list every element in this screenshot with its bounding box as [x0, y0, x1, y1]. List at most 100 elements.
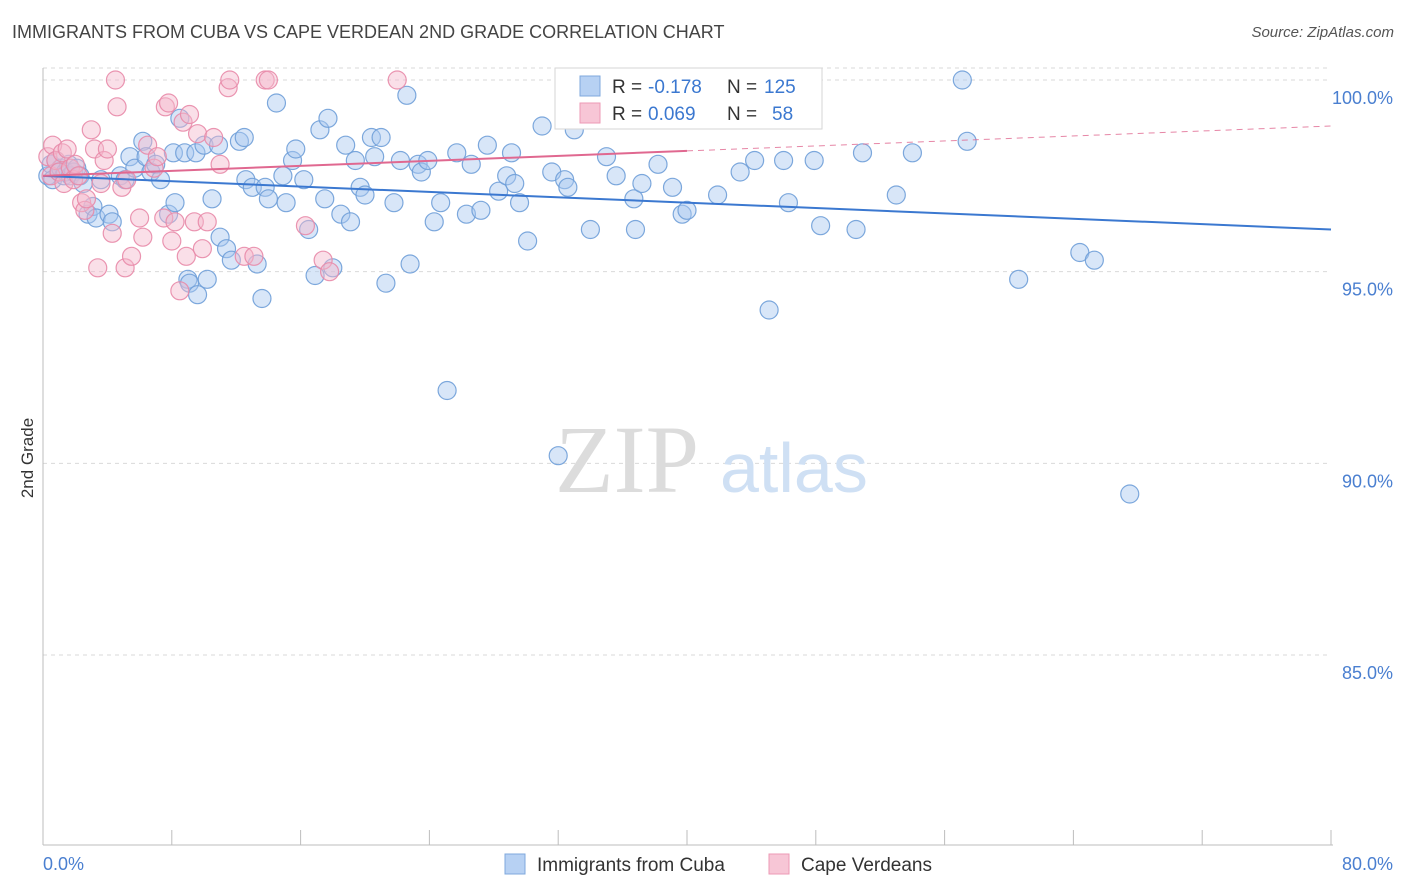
- point-cuba: [730, 162, 750, 182]
- legend-label-cuba: Immigrants from Cuba: [537, 855, 725, 876]
- point-cuba: [365, 147, 385, 167]
- point-cuba: [501, 143, 522, 163]
- point-cape: [204, 127, 224, 148]
- trend-line-cape-extension: [686, 125, 1332, 152]
- trend-layer: [42, 125, 1332, 231]
- point-cuba: [120, 147, 140, 167]
- point-cuba: [408, 154, 428, 174]
- point-cuba: [1120, 484, 1140, 504]
- point-cuba: [952, 70, 972, 90]
- series-cape-points: [38, 70, 407, 301]
- point-cape: [94, 150, 114, 171]
- point-cuba: [411, 162, 431, 182]
- point-cape: [81, 120, 101, 140]
- point-cape: [220, 70, 240, 90]
- point-cuba: [555, 170, 575, 190]
- point-cuba: [548, 446, 568, 466]
- point-cuba: [282, 150, 303, 171]
- point-cuba: [234, 127, 254, 148]
- stats-cuba-n-value: 125: [764, 77, 796, 98]
- point-cuba: [294, 170, 314, 190]
- point-cuba: [456, 204, 477, 224]
- point-cuba: [624, 189, 644, 209]
- y-tick-label: 95.0%: [1342, 280, 1393, 300]
- point-cape: [43, 135, 63, 155]
- point-cuba: [886, 185, 906, 205]
- chart-title: IMMIGRANTS FROM CUBA VS CAPE VERDEAN 2ND…: [12, 22, 725, 42]
- point-cape: [319, 262, 340, 282]
- chart-source: Source: ZipAtlas.com: [1251, 24, 1394, 41]
- point-cape: [313, 250, 333, 270]
- point-cuba: [165, 193, 185, 213]
- point-cape: [244, 246, 264, 266]
- watermark-atlas: atlas: [720, 429, 868, 507]
- point-cuba: [197, 269, 217, 289]
- point-cuba: [509, 193, 530, 213]
- point-cuba: [273, 166, 293, 186]
- point-cuba: [361, 127, 382, 148]
- point-cuba: [505, 173, 525, 194]
- point-cuba: [210, 227, 230, 247]
- point-cuba: [371, 127, 391, 148]
- point-cuba: [340, 212, 361, 232]
- point-cuba: [266, 93, 287, 113]
- point-cuba: [336, 135, 356, 155]
- point-cuba: [315, 189, 335, 209]
- point-cape: [121, 246, 142, 266]
- point-cuba: [745, 150, 765, 171]
- point-cape: [387, 70, 407, 90]
- x-tick-label: 80.0%: [1342, 854, 1393, 874]
- point-cuba: [804, 150, 824, 171]
- point-cape: [165, 212, 185, 232]
- y-tick-label: 100.0%: [1332, 88, 1393, 108]
- y-tick-label: 90.0%: [1342, 471, 1393, 491]
- point-cuba: [662, 177, 683, 197]
- point-cuba: [518, 231, 538, 251]
- point-cuba: [397, 85, 417, 105]
- point-cape: [107, 97, 127, 117]
- point-cuba: [957, 131, 977, 151]
- point-cape: [102, 223, 122, 243]
- point-cuba: [286, 139, 306, 159]
- point-cuba: [497, 166, 517, 186]
- stats-box: R = -0.178 N = 125 R = 0.069 N = 58: [554, 67, 823, 130]
- point-cuba: [390, 150, 411, 171]
- stats-cape-n-value: 58: [772, 104, 793, 125]
- point-cape: [115, 258, 135, 278]
- legend-label-cape: Cape Verdeans: [801, 855, 932, 876]
- point-cape: [234, 246, 254, 266]
- stats-swatch-cape: [579, 102, 601, 124]
- point-cuba: [632, 173, 652, 194]
- point-cuba: [276, 193, 296, 213]
- point-cuba: [447, 143, 467, 163]
- point-cape: [68, 166, 89, 186]
- legend-swatch-cuba: [504, 853, 526, 875]
- point-cape: [97, 139, 118, 159]
- point-cape: [192, 239, 212, 259]
- point-cuba: [580, 219, 601, 240]
- stats-cuba-r-value: -0.178: [648, 77, 702, 98]
- x-tick-labels: 0.0% 80.0%: [43, 854, 1393, 874]
- point-cuba: [194, 135, 214, 155]
- point-cuba: [773, 150, 794, 171]
- point-cape: [88, 258, 108, 278]
- point-cuba: [811, 216, 831, 236]
- y-tick-labels: 100.0% 95.0% 90.0% 85.0%: [1332, 88, 1393, 683]
- point-cape: [158, 93, 179, 113]
- trend-line-cape: [42, 149, 688, 177]
- point-cape: [187, 124, 208, 144]
- point-cape: [133, 227, 153, 247]
- point-cuba: [187, 285, 208, 305]
- point-cuba: [255, 177, 275, 197]
- point-cuba: [163, 143, 184, 163]
- point-cape: [76, 189, 97, 209]
- point-cape: [65, 154, 85, 174]
- stats-swatch-cuba: [579, 75, 601, 97]
- point-cape: [197, 212, 217, 232]
- point-cuba: [852, 143, 873, 163]
- point-cuba: [437, 380, 457, 401]
- y-axis-label: 2nd Grade: [18, 418, 37, 498]
- stats-cuba-r-label: R =: [612, 77, 642, 98]
- point-cuba: [477, 135, 497, 155]
- point-cuba: [175, 143, 195, 163]
